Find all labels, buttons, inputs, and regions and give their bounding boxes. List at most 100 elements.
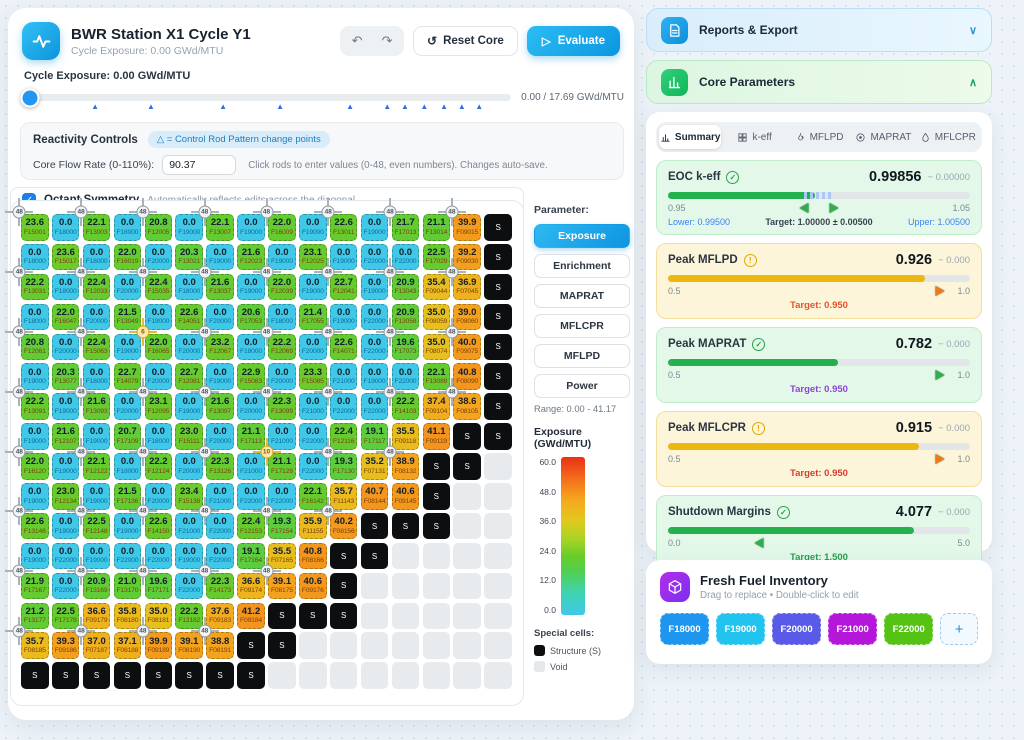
fuel-cell[interactable]: 22.6 F14150	[144, 512, 173, 540]
fuel-cell[interactable]: 0.0 F18000	[51, 214, 80, 241]
fuel-cell[interactable]: 21.5 F17136	[113, 483, 142, 510]
fuel-cell[interactable]: 0.0 F19000	[175, 214, 203, 241]
control-rod-marker[interactable]: 48	[437, 198, 466, 227]
fuel-cell[interactable]: 40.8 F08166	[299, 542, 327, 570]
control-rod-marker[interactable]: 48	[67, 557, 96, 586]
fuel-cell[interactable]: 0.0 F19000	[299, 214, 327, 241]
fuel-cell[interactable]: 20.9 F13169	[82, 572, 111, 600]
fuel-cell[interactable]: 22.2 F13182	[175, 602, 203, 630]
control-rod-marker[interactable]: 6	[128, 317, 157, 346]
control-rod-marker[interactable]: 48	[67, 198, 96, 227]
fuel-chip-f19000[interactable]: F19000	[716, 613, 766, 645]
fuel-cell[interactable]: 0.0 F18000	[21, 243, 49, 271]
fuel-cell[interactable]: 22.0 F16047	[51, 303, 80, 331]
control-rod-marker[interactable]: 48	[252, 258, 281, 287]
control-rod-marker[interactable]: 48	[314, 258, 343, 287]
redo-button[interactable]: ↷	[373, 29, 401, 53]
fuel-cell[interactable]: 22.7 F12041	[329, 273, 358, 301]
control-rod-marker[interactable]: 48	[437, 258, 466, 287]
fuel-cell[interactable]: 0.0 F20000	[268, 363, 296, 390]
fuel-cell[interactable]: 0.0 F22000	[51, 572, 80, 600]
control-rod-marker[interactable]: 48	[128, 437, 157, 466]
control-rod-marker[interactable]: 48	[128, 258, 157, 287]
fuel-cell[interactable]: 0.0 F19000	[51, 512, 80, 540]
fuel-cell[interactable]: 0.0 F18000	[175, 273, 203, 301]
fuel-cell[interactable]: 38.9 F08132	[391, 453, 420, 480]
control-rod-marker[interactable]: 48	[314, 317, 343, 346]
control-rod-marker[interactable]: 48	[190, 557, 219, 586]
fuel-cell[interactable]: 0.0 F19000	[175, 542, 203, 570]
fuel-cell[interactable]: 0.0 F22000	[268, 483, 296, 510]
undo-button[interactable]: ↶	[343, 29, 371, 53]
tab-maprat[interactable]: MAPRAT	[852, 125, 914, 149]
fuel-cell[interactable]: 0.0 F19000	[329, 303, 358, 331]
fuel-cell[interactable]: 21.4 F17055	[299, 303, 327, 331]
fuel-chip-f20000[interactable]: F20000	[772, 613, 822, 645]
control-rod-marker[interactable]: 48	[376, 377, 405, 406]
fuel-cell[interactable]: 22.2 F12124	[144, 453, 173, 480]
fuel-cell[interactable]: 0.0 F18000	[21, 303, 49, 331]
control-rod-marker[interactable]: 48	[190, 198, 219, 227]
tab-summary[interactable]: Summary	[659, 125, 722, 149]
fuel-cell[interactable]: 0.0 F19000	[82, 423, 111, 450]
fuel-cell[interactable]: 20.9 F13043	[391, 273, 420, 301]
fuel-cell[interactable]: 22.3 F13126	[206, 453, 234, 480]
fuel-cell[interactable]: 22.4 F15035	[144, 273, 173, 301]
fuel-cell[interactable]: 23.1 F12095	[144, 393, 173, 420]
control-rod-marker[interactable]: 48	[67, 258, 96, 287]
fuel-cell[interactable]: 0.0 F18000	[237, 333, 265, 361]
fuel-cell[interactable]: 23.0 F15111	[175, 423, 203, 450]
fuel-cell[interactable]: 22.0 F16009	[268, 214, 296, 241]
fuel-cell[interactable]: 22.5 F17178	[51, 602, 80, 630]
core-flow-rate-input[interactable]	[162, 155, 237, 175]
fuel-cell[interactable]: 36.9 F07045	[453, 273, 481, 301]
control-rod-marker[interactable]: 48	[190, 437, 219, 466]
control-rod-marker[interactable]: 48	[128, 377, 157, 406]
fuel-cell[interactable]: 0.0 F22000	[360, 303, 389, 331]
fuel-cell[interactable]: 0.0 F20000	[51, 333, 80, 361]
fuel-cell[interactable]: 0.0 F21000	[268, 423, 296, 450]
fuel-cell[interactable]: 22.0 F16120	[21, 453, 49, 480]
fuel-cell[interactable]: 35.0 F08181	[144, 602, 173, 630]
fuel-cell[interactable]: 0.0 F22000	[51, 542, 80, 570]
control-rod-marker[interactable]: 48	[67, 377, 96, 406]
fuel-cell[interactable]: 0.0 F19000	[21, 423, 49, 450]
reports-export-header[interactable]: Reports & Export ∨	[646, 8, 992, 52]
control-rod-marker[interactable]: 48	[252, 497, 281, 526]
tab-mflcpr[interactable]: MFLCPR	[917, 125, 979, 149]
add-fuel-button[interactable]: +	[940, 613, 978, 645]
fuel-cell[interactable]: 22.0 F12039	[268, 273, 296, 301]
control-rod-marker[interactable]: 48	[5, 377, 34, 406]
fuel-cell[interactable]: 22.4 F15063	[82, 333, 111, 361]
core-parameters-header[interactable]: Core Parameters ∧	[646, 60, 992, 104]
control-rod-marker[interactable]: 48	[5, 198, 34, 227]
fuel-cell[interactable]: 40.2 F08156	[329, 512, 358, 540]
control-rod-marker[interactable]: 48	[314, 198, 343, 227]
fuel-cell[interactable]: 23.2 F12067	[206, 333, 234, 361]
fuel-cell[interactable]: 23.4 F15138	[175, 483, 203, 510]
fuel-cell[interactable]: 22.7 F14079	[113, 363, 142, 390]
fuel-cell[interactable]: 22.9 F15083	[237, 363, 265, 390]
fuel-cell[interactable]: 40.6 F09176	[299, 572, 327, 600]
fuel-cell[interactable]: 0.0 F22000	[113, 542, 142, 570]
fuel-cell[interactable]: 0.0 F20000	[144, 363, 173, 390]
fuel-cell[interactable]: 0.0 F22000	[206, 512, 234, 540]
fuel-cell[interactable]: 35.8 F08180	[113, 602, 142, 630]
control-rod-marker[interactable]: 48	[252, 317, 281, 346]
fuel-cell[interactable]: 22.2 F12069	[268, 333, 296, 361]
fuel-cell[interactable]: 0.0 F19000	[21, 542, 49, 570]
fuel-cell[interactable]: 0.0 F20000	[206, 423, 234, 450]
fuel-cell[interactable]: 37.1 F08188	[113, 632, 142, 659]
fuel-cell[interactable]: 19.3 F17130	[329, 453, 358, 480]
fuel-cell[interactable]: 0.0 F18000	[268, 303, 296, 331]
fuel-cell[interactable]: 38.8 F08191	[206, 632, 234, 659]
control-rod-marker[interactable]: 48	[67, 437, 96, 466]
fuel-cell[interactable]: 0.0 F22000	[299, 453, 327, 480]
fuel-cell[interactable]: 35.2 F07131	[360, 453, 389, 480]
fuel-cell[interactable]: 0.0 F18000	[144, 423, 173, 450]
parameter-button-power[interactable]: Power	[534, 374, 630, 398]
fuel-cell[interactable]: 21.6 F12107	[51, 423, 80, 450]
fuel-cell[interactable]: 0.0 F19000	[329, 243, 358, 271]
control-rod-marker[interactable]: 48	[314, 497, 343, 526]
fuel-cell[interactable]: 0.0 F21000	[329, 363, 358, 390]
